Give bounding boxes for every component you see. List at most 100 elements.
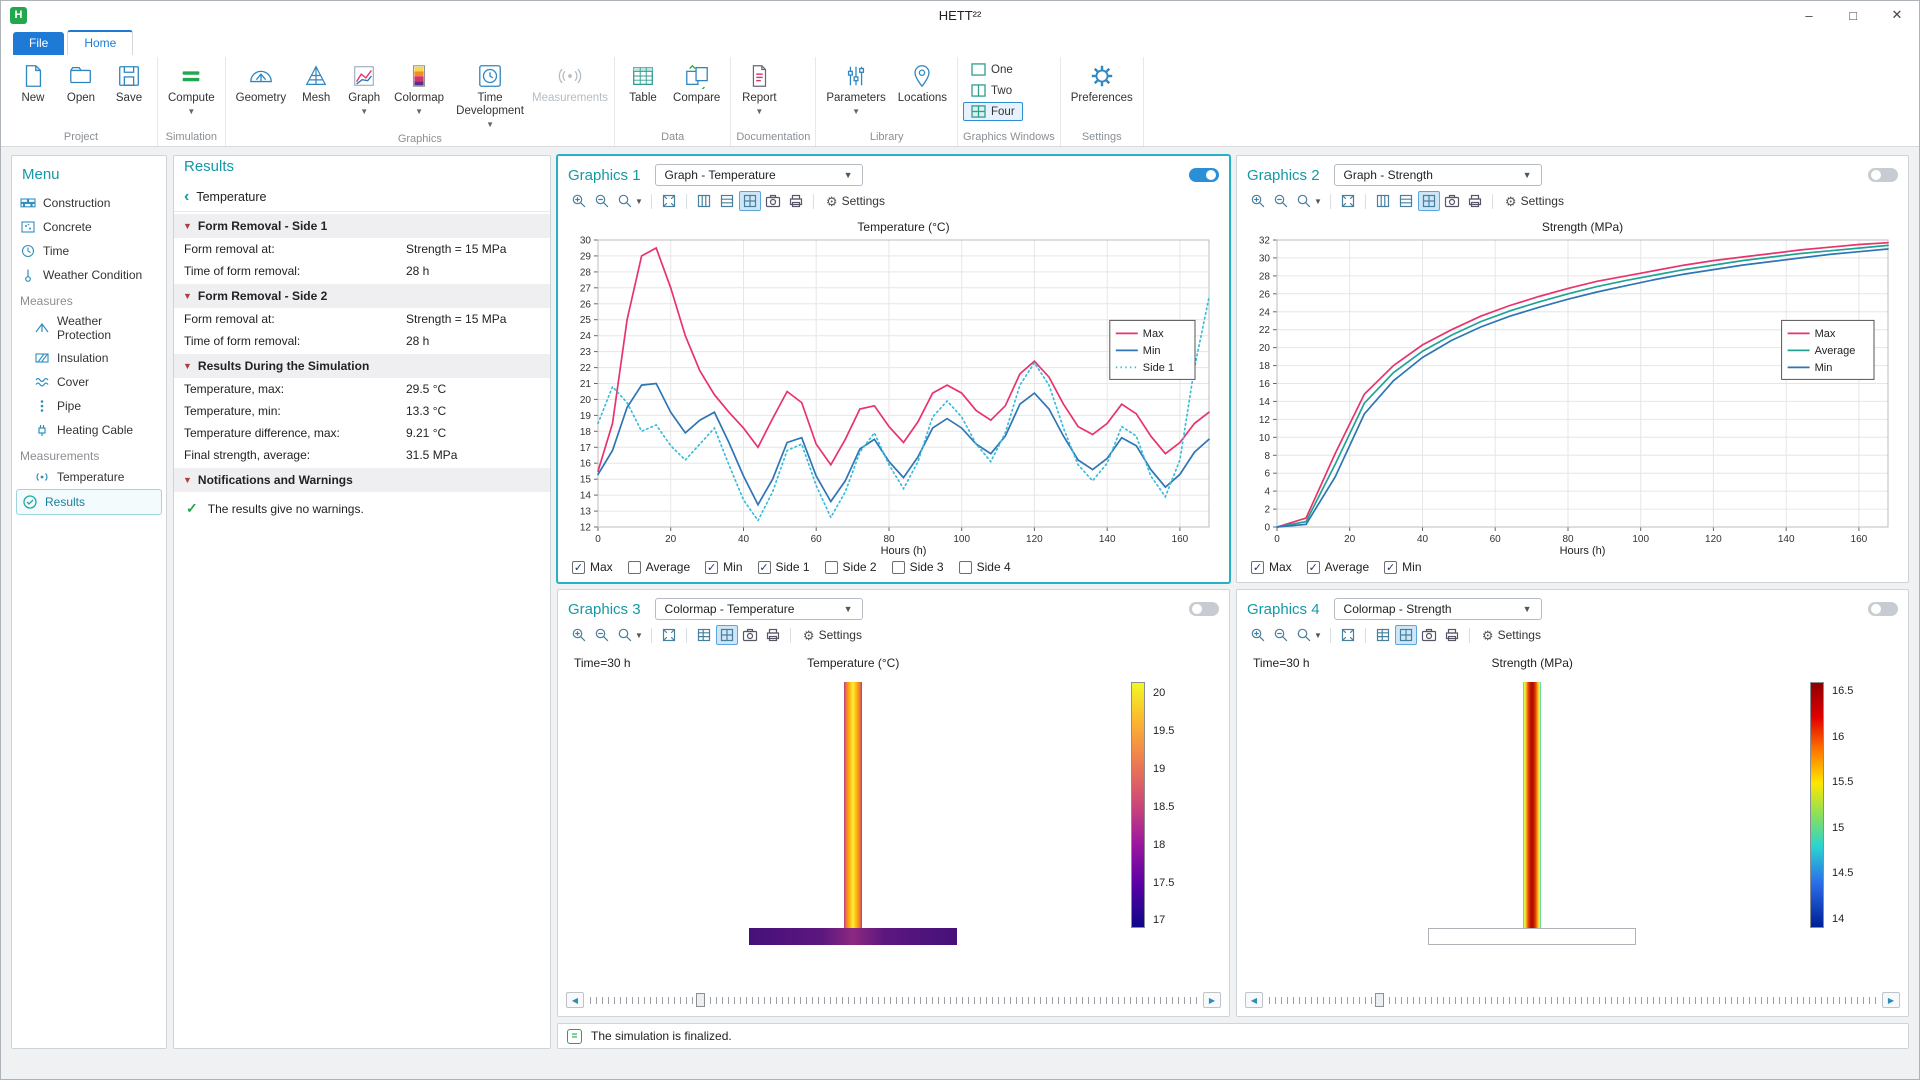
zoom-options-icon[interactable] bbox=[1293, 625, 1315, 645]
menu-item-temperature[interactable]: Temperature bbox=[12, 465, 166, 489]
table-view-icon[interactable] bbox=[693, 625, 715, 645]
checkbox-max[interactable]: Max bbox=[572, 560, 613, 574]
checkbox-min[interactable]: Min bbox=[705, 560, 743, 574]
checkbox-side-2[interactable]: Side 2 bbox=[824, 560, 877, 574]
checkbox-side-3[interactable]: Side 3 bbox=[891, 560, 944, 574]
zoom-options-icon[interactable] bbox=[614, 625, 636, 645]
section-header-form-removal-2[interactable]: ▼ Form Removal - Side 2 bbox=[174, 284, 550, 308]
compare-button[interactable]: Compare bbox=[668, 57, 725, 106]
chevron-down-icon[interactable]: ▼ bbox=[635, 630, 643, 640]
print-icon[interactable] bbox=[762, 625, 784, 645]
temperature-colormap[interactable]: Time=30 h Temperature (°C) 20 19.5 19 18.5 1… bbox=[558, 648, 1229, 988]
table-view-icon[interactable] bbox=[1372, 625, 1394, 645]
view-select[interactable]: Colormap - Temperature ▼ bbox=[654, 598, 863, 620]
settings-button[interactable]: ⚙ Settings bbox=[1482, 628, 1541, 642]
settings-button[interactable]: ⚙ Settings bbox=[826, 194, 885, 208]
compute-button[interactable]: Compute ▼ bbox=[163, 57, 220, 117]
checkbox-average[interactable]: Average bbox=[627, 560, 690, 574]
time-development-button[interactable]: Time Development ▼ bbox=[451, 57, 529, 130]
x-grid-icon[interactable] bbox=[716, 191, 738, 211]
section-header-simulation-results[interactable]: ▼ Results During the Simulation bbox=[174, 354, 550, 378]
menu-item-construction[interactable]: Construction bbox=[12, 191, 166, 215]
zoom-out-icon[interactable] bbox=[1270, 191, 1292, 211]
save-button[interactable]: Save bbox=[106, 57, 152, 106]
menu-item-heating-cable[interactable]: Heating Cable bbox=[12, 418, 166, 442]
step-back-button[interactable]: ◀ bbox=[566, 992, 584, 1008]
chevron-down-icon[interactable]: ▼ bbox=[1314, 196, 1322, 206]
zoom-options-icon[interactable] bbox=[1293, 191, 1315, 211]
view-select[interactable]: Graph - Strength ▼ bbox=[1333, 164, 1542, 186]
fit-view-icon[interactable] bbox=[1337, 191, 1359, 211]
mesh-button[interactable]: Mesh bbox=[293, 57, 339, 106]
camera-icon[interactable] bbox=[762, 191, 784, 211]
strength-chart-area[interactable]: 0 2 4 6 8 10 12 14 16 18 20 22 24 26 28 30 32 0 20 40 60 80 10… bbox=[1237, 214, 1908, 557]
camera-icon[interactable] bbox=[739, 625, 761, 645]
measurements-button[interactable]: Measurements bbox=[531, 57, 609, 106]
checkbox-average[interactable]: Average bbox=[1306, 560, 1369, 574]
camera-icon[interactable] bbox=[1418, 625, 1440, 645]
menu-item-weather-condition[interactable]: Weather Condition bbox=[12, 263, 166, 287]
tab-home[interactable]: Home bbox=[67, 30, 134, 55]
colormap-button[interactable]: Colormap ▼ bbox=[389, 57, 449, 117]
zoom-options-icon[interactable] bbox=[614, 191, 636, 211]
locations-button[interactable]: Locations bbox=[893, 57, 952, 106]
graph-button[interactable]: Graph ▼ bbox=[341, 57, 387, 117]
time-slider-handle[interactable] bbox=[696, 993, 706, 1007]
menu-item-weather-protection[interactable]: Weather Protection bbox=[12, 310, 166, 346]
panel-toggle[interactable] bbox=[1868, 168, 1898, 182]
section-header-notifications[interactable]: ▼ Notifications and Warnings bbox=[174, 468, 550, 492]
zoom-out-icon[interactable] bbox=[591, 191, 613, 211]
step-back-button[interactable]: ◀ bbox=[1245, 992, 1263, 1008]
zoom-in-icon[interactable] bbox=[1247, 191, 1269, 211]
fit-view-icon[interactable] bbox=[658, 625, 680, 645]
menu-item-concrete[interactable]: Concrete bbox=[12, 215, 166, 239]
panel-toggle[interactable] bbox=[1868, 602, 1898, 616]
time-slider-track[interactable] bbox=[590, 993, 1197, 1007]
settings-button[interactable]: ⚙ Settings bbox=[803, 628, 862, 642]
view-select[interactable]: Graph - Temperature ▼ bbox=[654, 164, 863, 186]
zoom-in-icon[interactable] bbox=[568, 625, 590, 645]
print-icon[interactable] bbox=[785, 191, 807, 211]
grid-frame-icon[interactable] bbox=[715, 625, 738, 645]
tab-file[interactable]: File bbox=[13, 32, 65, 55]
open-button[interactable]: Open bbox=[58, 57, 104, 106]
grid-frame-icon[interactable] bbox=[1394, 625, 1417, 645]
zoom-out-icon[interactable] bbox=[591, 625, 613, 645]
chevron-down-icon[interactable]: ▼ bbox=[635, 196, 643, 206]
grid-frame-icon[interactable] bbox=[1417, 191, 1440, 211]
close-button[interactable]: ✕ bbox=[1891, 7, 1903, 22]
zoom-in-icon[interactable] bbox=[1247, 625, 1269, 645]
step-forward-button[interactable]: ▶ bbox=[1882, 992, 1900, 1008]
minimize-button[interactable]: – bbox=[1805, 7, 1813, 23]
checkbox-side-4[interactable]: Side 4 bbox=[958, 560, 1011, 574]
four-windows-button[interactable]: Four bbox=[963, 102, 1023, 121]
settings-button[interactable]: ⚙ Settings bbox=[1505, 194, 1564, 208]
menu-item-pipe[interactable]: Pipe bbox=[12, 394, 166, 418]
time-slider-handle[interactable] bbox=[1375, 993, 1385, 1007]
step-forward-button[interactable]: ▶ bbox=[1203, 992, 1221, 1008]
menu-item-insulation[interactable]: Insulation bbox=[12, 346, 166, 370]
maximize-button[interactable]: □ bbox=[1849, 7, 1857, 23]
y-grid-icon[interactable] bbox=[693, 191, 715, 211]
menu-item-cover[interactable]: Cover bbox=[12, 370, 166, 394]
menu-item-time[interactable]: Time bbox=[12, 239, 166, 263]
camera-icon[interactable] bbox=[1441, 191, 1463, 211]
view-select[interactable]: Colormap - Strength ▼ bbox=[1333, 598, 1542, 620]
preferences-button[interactable]: Preferences bbox=[1066, 57, 1138, 106]
fit-view-icon[interactable] bbox=[658, 191, 680, 211]
section-header-form-removal-1[interactable]: ▼ Form Removal - Side 1 bbox=[174, 214, 550, 238]
print-icon[interactable] bbox=[1464, 191, 1486, 211]
temperature-chart-area[interactable]: 12 13 14 15 16 17 18 19 20 21 22 23 24 25 26 27 28 29 30 0 2… bbox=[558, 214, 1229, 557]
print-icon[interactable] bbox=[1441, 625, 1463, 645]
fit-view-icon[interactable] bbox=[1337, 625, 1359, 645]
menu-item-results[interactable]: Results bbox=[16, 489, 162, 515]
table-button[interactable]: Table bbox=[620, 57, 666, 106]
chevron-down-icon[interactable]: ▼ bbox=[1314, 630, 1322, 640]
panel-toggle[interactable] bbox=[1189, 168, 1219, 182]
temperature-chart[interactable]: 12 13 14 15 16 17 18 19 20 21 22 23 24 25 26 27 28 29 30 0 2… bbox=[564, 214, 1223, 561]
checkbox-min[interactable]: Min bbox=[1384, 560, 1422, 574]
parameters-button[interactable]: Parameters ▼ bbox=[821, 57, 890, 117]
x-grid-icon[interactable] bbox=[1395, 191, 1417, 211]
time-slider-track[interactable] bbox=[1269, 993, 1876, 1007]
